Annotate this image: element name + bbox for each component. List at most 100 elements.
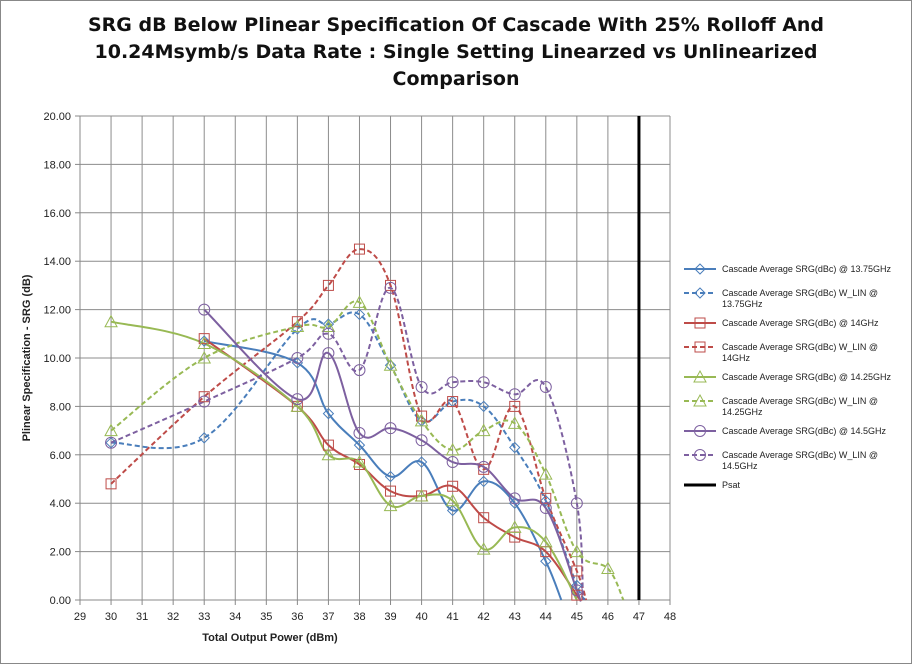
series-line [203,308,582,602]
legend-item: Cascade Average SRG(dBc) W_LIN @14GHz [684,341,878,363]
data-point-square [571,589,583,601]
y-tick-label: 18.00 [43,159,71,171]
data-point-square [694,317,706,329]
data-point-circle [446,376,459,389]
data-point-triangle [569,544,584,558]
marker-layer [104,243,615,601]
y-tick-label: 2.00 [50,547,71,559]
x-tick-label: 40 [415,611,427,623]
data-point-circle [291,352,304,364]
data-point-circle [570,497,583,510]
x-tick-label: 41 [447,611,459,623]
data-point-circle [353,364,366,377]
series-2 [203,337,582,602]
data-point-square [353,243,365,255]
data-point-diamond [694,287,706,299]
data-point-square [571,565,583,577]
y-tick-label: 6.00 [50,450,71,462]
data-point-diamond [477,400,490,413]
data-point-circle [477,460,490,473]
data-point-triangle [414,413,429,427]
data-point-triangle [290,319,305,333]
y-axis-label: Plinear Specification - SRG (dB) [21,274,33,441]
x-tick-label: 39 [384,611,396,623]
series-line [111,311,587,601]
data-point-circle [384,422,397,435]
data-point-diamond [198,432,210,444]
data-point-square [105,478,117,490]
x-tick-label: 30 [105,611,117,623]
data-point-triangle [290,399,305,412]
legend-label: Cascade Average SRG(dBc) W_LIN @ [722,396,878,406]
y-tick-label: 14.00 [43,256,71,268]
legend-label: Cascade Average SRG(dBc) W_LIN @ [722,342,878,352]
legend-label: Cascade Average SRG(dBc) W_LIN @ [722,288,878,298]
data-point-circle [508,388,521,401]
legend-label: 14.25GHz [722,407,763,417]
x-tick-label: 48 [664,611,676,623]
data-point-circle [446,456,459,469]
data-point-triangle [538,467,553,480]
legend-label: Psat [722,480,741,490]
data-point-triangle [383,358,398,371]
series-layer [110,116,641,602]
data-point-circle [384,281,397,294]
data-point-triangle [476,542,491,555]
x-tick-label: 36 [291,611,303,623]
data-point-diamond [291,357,304,369]
x-tick-label: 32 [167,611,179,623]
data-point-triangle [321,447,336,461]
data-point-square [322,439,334,451]
data-point-circle [415,381,428,394]
data-point-circle [198,395,211,408]
data-point-triangle [693,369,707,383]
legend-label: Cascade Average SRG(dBc) W_LIN @ [722,450,878,460]
data-point-diamond [322,407,335,420]
x-tick-label: 31 [136,611,148,623]
data-point-triangle [693,393,707,407]
data-point-circle [694,425,706,437]
data-point-diamond [540,555,552,567]
data-point-diamond [540,495,552,507]
legend: Cascade Average SRG(dBc) @ 13.75GHz Casca… [684,263,892,490]
x-tick-label: 47 [633,611,645,623]
x-tick-label: 44 [540,611,552,623]
data-point-diamond [198,335,210,347]
y-tick-label: 8.00 [50,401,71,413]
data-point-diamond [322,318,335,330]
chart-title: SRG dB Below Plinear Specification Of Ca… [0,12,912,93]
x-tick-label: 29 [74,611,86,623]
series-1 [111,311,587,601]
data-point-triangle [352,455,367,468]
x-tick-label: 38 [353,611,365,623]
data-point-square [198,333,210,345]
data-point-diamond [384,470,397,483]
legend-item: Cascade Average SRG(dBc) W_LIN @14.25GHz [684,393,878,417]
data-point-diamond [415,456,428,468]
data-point-triangle [414,488,429,502]
data-point-circle [291,393,304,406]
series-line [110,286,585,601]
series-line [110,300,625,601]
y-tick-label: 20.00 [43,111,71,123]
x-tick-label: 34 [229,611,241,623]
data-point-triangle [352,295,367,308]
data-point-diamond [446,504,459,517]
data-point-triangle [538,534,553,548]
data-point-circle [570,584,583,597]
x-axis-label: Total Output Power (dBm) [202,632,338,644]
data-point-circle [477,376,490,389]
legend-label: 14.5GHz [722,461,758,471]
data-point-square [540,492,552,504]
data-point-circle [322,327,335,340]
data-point-diamond [509,497,521,509]
data-point-square [694,341,706,353]
y-tick-label: 0.00 [50,595,71,607]
legend-item: Cascade Average SRG(dBc) W_LIN @13.75GHz [684,287,878,309]
data-point-square [198,391,210,403]
data-point-triangle [197,350,212,364]
data-point-circle [415,434,428,447]
series-0 [203,340,563,601]
series-line [203,340,563,601]
